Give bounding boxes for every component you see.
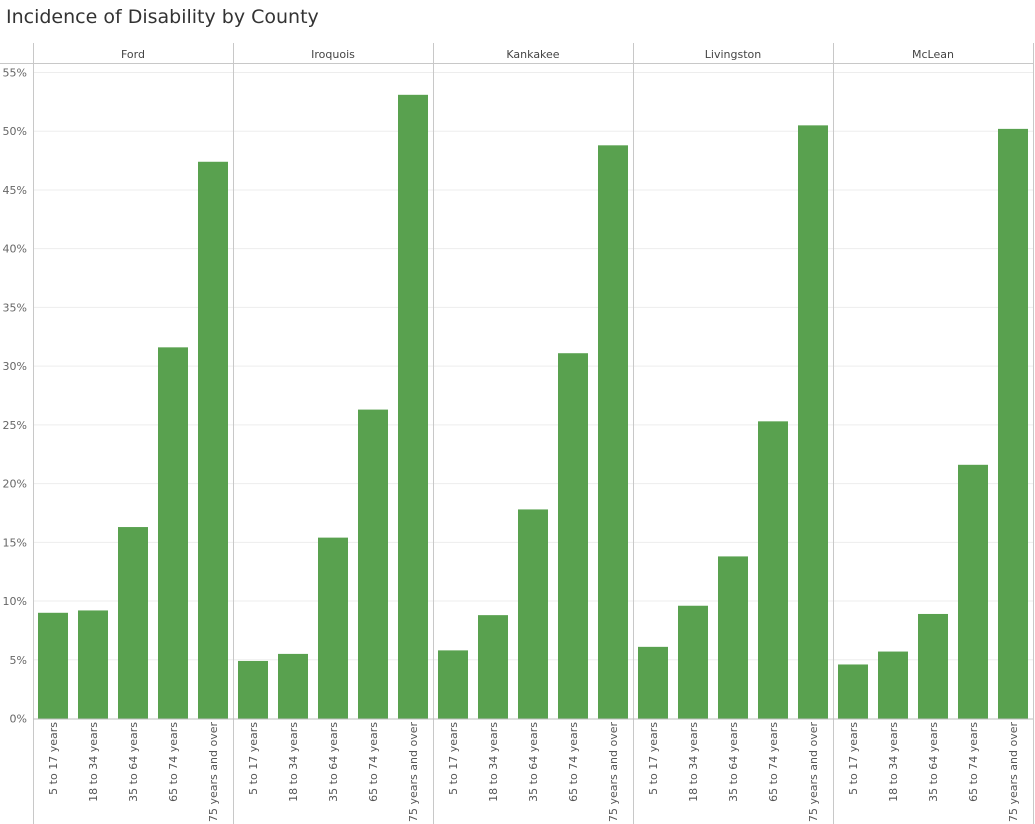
y-tick-label: 40% bbox=[3, 243, 27, 256]
x-tick-label: 75 years and over bbox=[807, 722, 820, 822]
bar bbox=[678, 605, 708, 719]
bar bbox=[118, 527, 148, 719]
x-tick-label: 18 to 34 years bbox=[287, 722, 300, 802]
bar bbox=[878, 651, 908, 719]
x-tick-label: 35 to 64 years bbox=[727, 722, 740, 802]
x-tick-label: 75 years and over bbox=[1007, 722, 1020, 822]
x-tick-label: 35 to 64 years bbox=[127, 722, 140, 802]
x-tick-label: 75 years and over bbox=[407, 722, 420, 822]
bar bbox=[38, 612, 68, 719]
x-tick-label: 5 to 17 years bbox=[247, 722, 260, 795]
bar bbox=[358, 409, 388, 719]
bar bbox=[318, 537, 348, 719]
x-tick-label: 18 to 34 years bbox=[887, 722, 900, 802]
y-tick-label: 45% bbox=[3, 184, 27, 197]
y-tick-label: 25% bbox=[3, 419, 27, 432]
panel-header-iroquois: Iroquois bbox=[311, 48, 355, 61]
bar bbox=[78, 610, 108, 719]
bar bbox=[798, 125, 828, 719]
x-tick-label: 35 to 64 years bbox=[927, 722, 940, 802]
bar bbox=[278, 653, 308, 719]
bar bbox=[438, 650, 468, 719]
x-tick-label: 5 to 17 years bbox=[47, 722, 60, 795]
bar bbox=[998, 128, 1028, 719]
x-tick-label: 5 to 17 years bbox=[647, 722, 660, 795]
x-tick-label: 18 to 34 years bbox=[87, 722, 100, 802]
x-tick-label: 5 to 17 years bbox=[847, 722, 860, 795]
bar bbox=[718, 556, 748, 719]
panel-header-ford: Ford bbox=[121, 48, 145, 61]
x-tick-label: 18 to 34 years bbox=[687, 722, 700, 802]
y-tick-label: 0% bbox=[10, 713, 27, 726]
bar bbox=[958, 464, 988, 719]
x-tick-label: 35 to 64 years bbox=[327, 722, 340, 802]
panel-header-kankakee: Kankakee bbox=[506, 48, 559, 61]
bar bbox=[518, 509, 548, 719]
bar bbox=[838, 664, 868, 719]
x-tick-label: 65 to 74 years bbox=[167, 722, 180, 802]
bar bbox=[198, 161, 228, 719]
bar bbox=[918, 613, 948, 719]
bar bbox=[238, 660, 268, 719]
y-tick-label: 10% bbox=[3, 595, 27, 608]
x-tick-label: 35 to 64 years bbox=[527, 722, 540, 802]
bar bbox=[558, 353, 588, 719]
x-tick-label: 65 to 74 years bbox=[967, 722, 980, 802]
bar bbox=[398, 94, 428, 719]
y-tick-label: 50% bbox=[3, 125, 27, 138]
x-tick-label: 65 to 74 years bbox=[767, 722, 780, 802]
bar bbox=[598, 145, 628, 719]
x-tick-label: 18 to 34 years bbox=[487, 722, 500, 802]
bar bbox=[638, 646, 668, 719]
x-tick-label: 5 to 17 years bbox=[447, 722, 460, 795]
x-tick-label: 65 to 74 years bbox=[367, 722, 380, 802]
bar bbox=[478, 615, 508, 719]
x-tick-label: 75 years and over bbox=[607, 722, 620, 822]
y-tick-label: 55% bbox=[3, 67, 27, 80]
bar bbox=[758, 421, 788, 719]
chart-title: Incidence of Disability by County bbox=[6, 6, 319, 28]
y-tick-label: 5% bbox=[10, 654, 27, 667]
y-tick-label: 30% bbox=[3, 360, 27, 373]
x-tick-label: 65 to 74 years bbox=[567, 722, 580, 802]
panel-header-livingston: Livingston bbox=[705, 48, 761, 61]
x-tick-label: 75 years and over bbox=[207, 722, 220, 822]
y-tick-label: 20% bbox=[3, 478, 27, 491]
panel-header-mclean: McLean bbox=[912, 48, 954, 61]
y-tick-label: 15% bbox=[3, 536, 27, 549]
bar bbox=[158, 347, 188, 719]
y-tick-label: 35% bbox=[3, 301, 27, 314]
